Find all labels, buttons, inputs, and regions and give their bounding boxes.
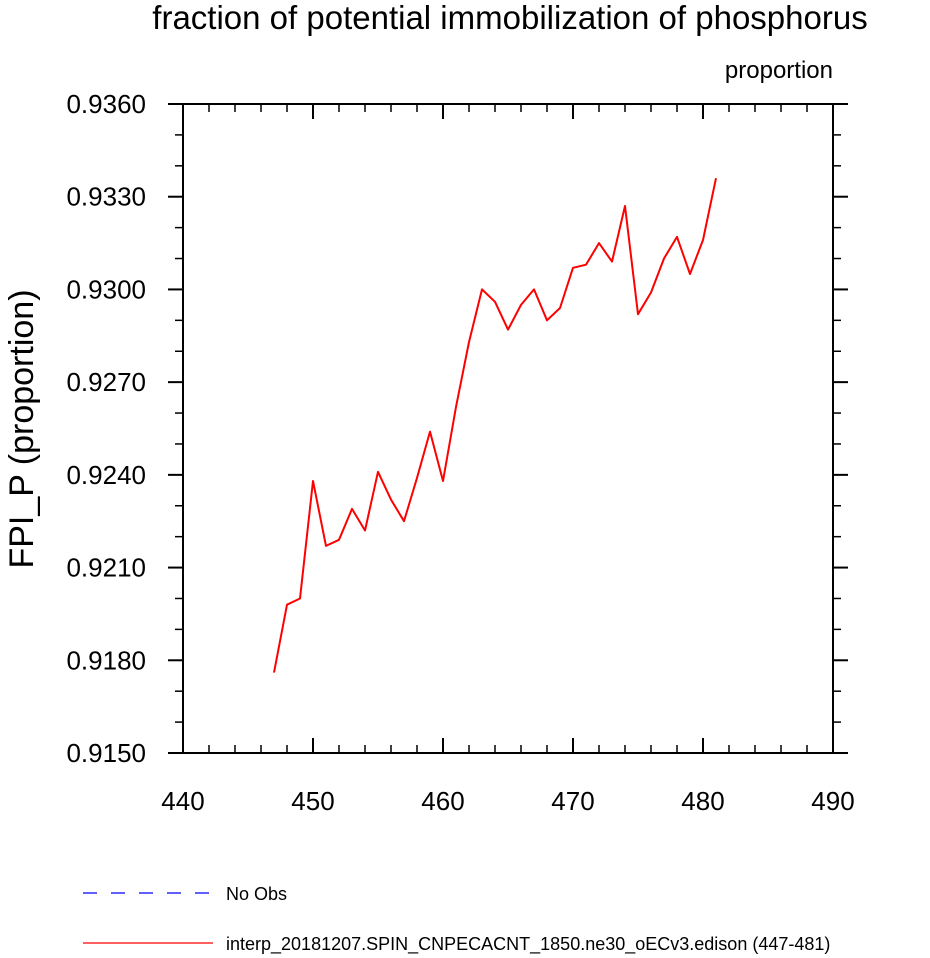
series-points <box>273 178 717 673</box>
x-tick-label: 440 <box>161 786 204 816</box>
y-tick-label: 0.9210 <box>66 553 146 583</box>
x-tick-label: 460 <box>421 786 464 816</box>
x-tick-label: 490 <box>811 786 854 816</box>
y-tick-label: 0.9240 <box>66 460 146 490</box>
legend-label-no-obs: No Obs <box>226 884 287 904</box>
legend: No Obs interp_20181207.SPIN_CNPECACNT_18… <box>83 884 830 955</box>
legend-label-model-run: interp_20181207.SPIN_CNPECACNT_1850.ne30… <box>226 934 830 955</box>
y-tick-label: 0.9150 <box>66 738 146 768</box>
series-line <box>273 177 717 673</box>
y-axis-title: FPI_P (proportion) <box>3 289 41 568</box>
y-tick-label: 0.9180 <box>66 645 146 675</box>
x-tick-label: 480 <box>681 786 724 816</box>
x-tick-label: 470 <box>551 786 594 816</box>
x-tick-label: 450 <box>291 786 334 816</box>
y-tick-label: 0.9330 <box>66 182 146 212</box>
y-tick-label: 0.9300 <box>66 274 146 304</box>
y-tick-label: 0.9270 <box>66 367 146 397</box>
chart-title: fraction of potential immobilization of … <box>152 0 867 36</box>
plot-frame <box>182 103 834 754</box>
units-label: proportion <box>725 57 833 84</box>
axis-ticks <box>168 103 848 754</box>
y-tick-label: 0.9360 <box>66 89 146 119</box>
axis-tick-labels: 440 450 460 470 480 490 0.9150 0.9180 0.9210 0.92… <box>66 89 854 816</box>
